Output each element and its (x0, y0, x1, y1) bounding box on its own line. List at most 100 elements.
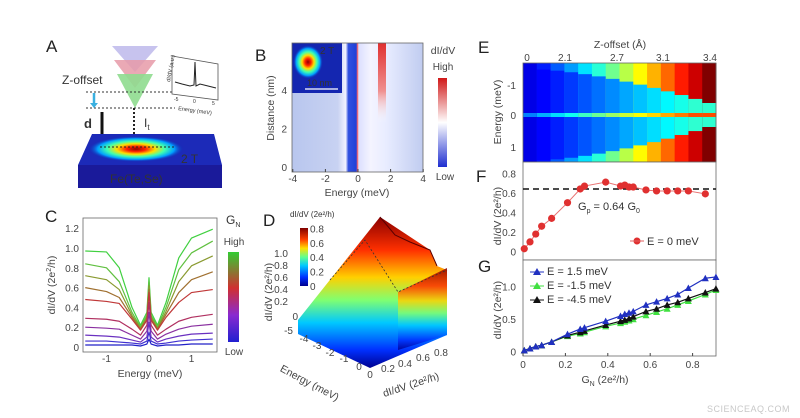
d-dashed-contour (329, 239, 448, 293)
c-colorbar-high: High (224, 237, 245, 248)
c-curve (85, 321, 213, 343)
d-colorbar-ticks: 0 0.2 0.4 0.6 0.8 (310, 224, 324, 293)
tick-label: 0.8 (686, 360, 700, 371)
tick-label: 0 (510, 111, 516, 122)
e-zero-energy-line (536, 113, 552, 117)
e-zero-energy-line (688, 113, 703, 117)
e-zero-energy-line (578, 113, 593, 117)
tick-label: 0.4 (398, 359, 412, 370)
c-curve (85, 255, 214, 329)
f-legend-label: E = 0 meV (647, 236, 699, 248)
g-data-point (701, 289, 709, 296)
tick-label: 4 (281, 86, 287, 97)
tick-label: 0.8 (65, 264, 79, 275)
g-data-point (520, 346, 528, 354)
g-data-point (564, 330, 572, 338)
tick-label: 1 (189, 354, 195, 365)
g-data-point (674, 291, 682, 298)
f-data-point (629, 183, 637, 191)
g-data-point (617, 312, 625, 319)
e-y-ticks: -1 0 1 (507, 81, 516, 154)
tick-label: -2 (326, 348, 335, 359)
inset-xlabel: Energy (meV) (178, 106, 213, 117)
tick-label: 0.6 (416, 353, 430, 364)
c-colorbar (228, 252, 239, 342)
tick-label: 2.1 (558, 53, 572, 64)
d-colorbar (300, 228, 308, 286)
g-data-point (602, 321, 610, 329)
c-curve (85, 301, 213, 336)
tick-label: 0.6 (65, 284, 79, 295)
e-ylabel: Energy (meV) (492, 80, 504, 145)
g-data-point (629, 313, 637, 320)
f-data-point (532, 230, 540, 238)
d-surface-step (398, 268, 447, 350)
g-data-point (642, 311, 650, 319)
tick-label: 0.8 (274, 261, 288, 272)
c-curve (85, 240, 214, 328)
d-zlabel: dI/dV (2e²/h) (263, 263, 275, 321)
g-data-point (625, 315, 633, 322)
tick-label: 2.7 (610, 53, 624, 64)
f-data-point (526, 238, 534, 246)
tick-label: 0.4 (65, 303, 79, 314)
b-x-ticks: -4 -2 0 2 4 (288, 169, 426, 185)
panel-e: E Z-offset (Å) 0 2.1 2.7 3.1 3.4 -1 0 1 Energy… (478, 38, 717, 163)
panel-label-g: G (478, 257, 491, 276)
tick-label: 0.4 (310, 253, 324, 264)
tick-label: 0 (146, 354, 152, 365)
g-legend-label: E = 1.5 meV (547, 266, 609, 278)
tick-label: 0 (292, 312, 298, 323)
tick-label: 0.6 (502, 189, 516, 200)
tick-label: 0.6 (310, 239, 324, 250)
b-colorbar-high: High (433, 62, 454, 73)
tick-label: 0.4 (502, 209, 516, 220)
g-legend-marker (533, 268, 541, 275)
b-inset: 2 T 10 nm (292, 43, 342, 93)
f-annotation: Gp = 0.64 G0 (578, 201, 640, 215)
b-inset-field: 2 T (320, 46, 334, 57)
g-legend-marker (533, 282, 541, 289)
f-data-point (580, 182, 589, 190)
f-data-point (701, 190, 709, 198)
f-data-point (684, 187, 692, 195)
c-colorbar-title: GN (226, 213, 240, 229)
g-data-point (701, 274, 709, 282)
g-xlabel: GN (2e²/h) (581, 374, 628, 388)
e-zero-energy-line (564, 113, 579, 117)
f-data-point (548, 214, 556, 222)
g-ylabel: dI/dV (2e²/h) (492, 281, 504, 339)
g-data-point (538, 341, 546, 349)
g-data-point (642, 307, 650, 315)
e-x-ticks: 0 2.1 2.7 3.1 3.4 (524, 53, 717, 64)
tick-label: 0 (520, 360, 526, 371)
tick-label: 0.2 (65, 323, 79, 334)
d-energy-label: Energy (meV) (278, 363, 341, 404)
g-legend-marker (533, 296, 541, 303)
tick-label: 0.8 (434, 348, 448, 359)
tick-label: 0.4 (601, 360, 615, 371)
c-x-ticks: -1 0 1 (102, 354, 195, 365)
f-data-point (674, 187, 682, 195)
inset-tick: 5 (212, 101, 215, 107)
tick-label: 0 (310, 282, 316, 293)
panel-label-a: A (46, 37, 58, 56)
g-y-ticks: 0 0.5 1.0 (502, 283, 516, 359)
f-y-ticks: 0 0.2 0.4 0.6 0.8 (502, 169, 516, 258)
g-legend-label: E = -4.5 meV (547, 294, 612, 306)
g-data-point (674, 298, 682, 306)
g-x-ticks: 0 0.2 0.4 0.6 0.8 (520, 353, 700, 371)
tick-label: 0 (510, 348, 516, 359)
b-heatmap-peak (378, 43, 386, 123)
tick-label: 0 (281, 163, 287, 174)
tick-label: 0 (367, 370, 373, 381)
e-heatmap (523, 63, 717, 162)
f-ylabel: dI/dV (2e²/h) (492, 187, 504, 245)
tick-label: 1 (510, 143, 516, 154)
c-curve (85, 331, 213, 345)
e-zero-energy-line (619, 113, 634, 117)
d-ridge (379, 216, 438, 267)
tick-label: 0.2 (558, 360, 572, 371)
inset-tick: -5 (174, 97, 179, 103)
tick-label: 2 (281, 124, 287, 135)
